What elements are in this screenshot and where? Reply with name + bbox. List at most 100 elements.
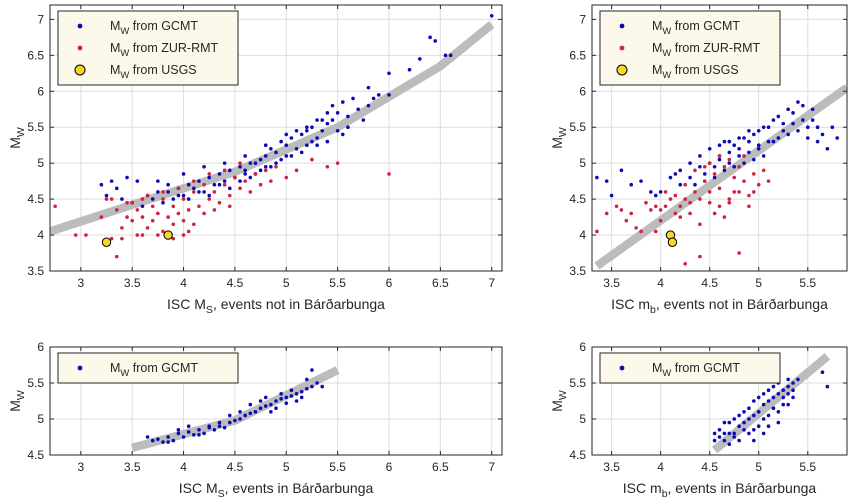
point (284, 395, 289, 400)
point (207, 197, 212, 201)
point (305, 125, 309, 130)
point (756, 129, 761, 133)
point (269, 179, 273, 183)
point (202, 431, 206, 436)
point (683, 182, 687, 187)
point (192, 186, 196, 191)
point (135, 208, 140, 212)
legend-label-main: M (652, 41, 662, 55)
point (688, 175, 692, 180)
point (161, 190, 165, 194)
point (294, 168, 299, 173)
point (653, 193, 658, 198)
point (742, 136, 746, 140)
point (634, 226, 638, 230)
point (722, 438, 727, 443)
point (222, 179, 227, 183)
point (335, 111, 340, 115)
x-tick-label: 3.5 (124, 276, 141, 290)
point (673, 211, 678, 216)
point (688, 211, 692, 216)
point (197, 204, 201, 209)
point (835, 136, 839, 140)
chart-c: 3 3.5 4 4.5 5 5.5 6 6.5 7 4.5 5 5.5 6 ISC MS, events … (7, 340, 503, 499)
series-1 (595, 154, 771, 266)
point (801, 118, 805, 122)
point (707, 190, 712, 194)
point (330, 118, 335, 122)
point (668, 175, 673, 180)
point (737, 438, 741, 443)
point (727, 139, 732, 144)
point (683, 197, 687, 201)
point (253, 172, 258, 176)
point (192, 190, 196, 194)
point (761, 154, 766, 158)
point (796, 100, 800, 104)
point (361, 118, 366, 122)
point (796, 129, 800, 133)
point (747, 406, 751, 411)
y-axis-label-main: M (549, 137, 565, 149)
point (604, 179, 609, 183)
point (217, 200, 222, 205)
y-axis-label: MW (549, 127, 569, 149)
point (166, 190, 170, 194)
point (166, 182, 170, 187)
point (761, 168, 766, 173)
point (776, 420, 781, 425)
point (243, 168, 247, 173)
legend-box (57, 352, 239, 384)
point (825, 146, 830, 151)
point (732, 190, 737, 194)
point (737, 154, 741, 158)
point (325, 139, 330, 144)
point (330, 103, 335, 108)
y-tick-label: 6 (579, 84, 586, 98)
point (248, 190, 253, 194)
point (702, 164, 707, 169)
point (639, 179, 643, 183)
point (722, 215, 727, 219)
point (756, 182, 761, 187)
y-axis-label-main: M (7, 400, 23, 412)
point (305, 143, 309, 147)
y-axis-label-sub: W (557, 390, 569, 400)
point (658, 218, 663, 223)
point (299, 395, 304, 400)
point (243, 413, 247, 418)
point (269, 402, 273, 407)
point (604, 211, 609, 216)
point (609, 193, 614, 198)
point (717, 204, 722, 209)
point (171, 197, 176, 201)
point (747, 417, 751, 421)
point (820, 132, 825, 137)
x-tick-label: 6 (386, 460, 393, 474)
legend-label-main: M (652, 19, 662, 33)
point (253, 161, 258, 165)
point (766, 179, 771, 183)
x-tick-label: 3.5 (124, 460, 141, 474)
point (742, 428, 746, 432)
point (274, 399, 278, 403)
point (786, 107, 790, 112)
x-tick-label: 5 (755, 460, 762, 474)
point (771, 384, 776, 389)
x-tick-label: 7 (488, 460, 495, 474)
legend-label-sub: W (662, 70, 671, 80)
point (752, 172, 756, 176)
point (786, 377, 790, 382)
point (135, 179, 140, 183)
point (166, 435, 170, 439)
point (227, 193, 232, 198)
point-usgs (101, 237, 112, 247)
point (279, 139, 283, 144)
point (248, 411, 253, 416)
point (238, 164, 242, 169)
point (727, 150, 732, 155)
x-axis-label: ISC mb, events in Bárðarbunga (623, 480, 817, 499)
point (448, 53, 453, 58)
point (732, 164, 737, 169)
point (766, 388, 771, 393)
